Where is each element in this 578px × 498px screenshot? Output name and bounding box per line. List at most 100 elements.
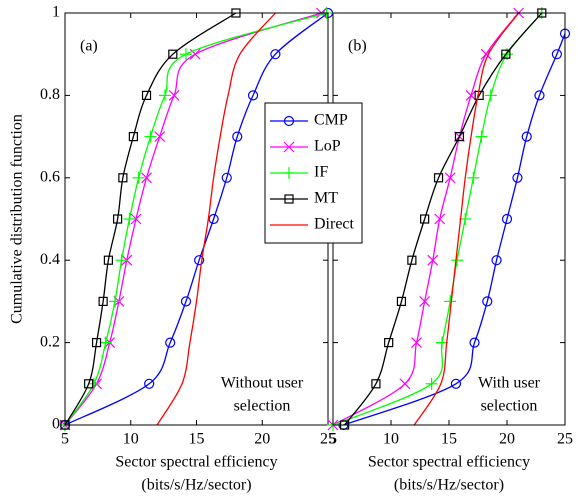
- x-axis-label: (bits/s/Hz/sector): [394, 477, 504, 494]
- legend-label: IF: [314, 164, 328, 181]
- line: [64, 12, 329, 426]
- marker-shape: [411, 337, 422, 349]
- marker-shape: [521, 131, 532, 142]
- marker: [434, 213, 446, 225]
- y-tick-label: 1: [52, 4, 60, 21]
- marker: [451, 254, 464, 267]
- marker-shape: [512, 172, 523, 183]
- marker-shape: [130, 213, 142, 225]
- marker: [501, 213, 513, 225]
- x-tick-label: 15: [441, 431, 457, 448]
- marker: [469, 337, 480, 348]
- annotation: selection: [234, 398, 291, 415]
- marker-shape: [221, 172, 232, 183]
- marker-shape: [91, 338, 102, 348]
- marker: [168, 49, 178, 59]
- y-axis-label: Cumulative distribution function: [9, 114, 26, 324]
- marker: [521, 131, 532, 142]
- marker: [154, 131, 166, 143]
- marker: [84, 379, 94, 389]
- legend: CMP LoP IF MT Direct: [264, 102, 363, 244]
- marker-shape: [283, 115, 295, 127]
- marker: [283, 167, 295, 179]
- marker: [128, 132, 138, 142]
- marker-shape: [450, 378, 462, 389]
- marker-shape: [434, 213, 446, 225]
- marker: [123, 213, 136, 225]
- marker-shape: [232, 131, 243, 142]
- marker: [475, 130, 488, 143]
- marker: [384, 338, 394, 348]
- marker: [444, 295, 457, 308]
- marker: [132, 171, 145, 184]
- marker-shape: [180, 296, 192, 307]
- marker: [411, 337, 422, 349]
- marker: [433, 173, 444, 183]
- line: [64, 12, 322, 426]
- marker: [221, 172, 232, 183]
- y-tick-label: 0.8: [40, 86, 60, 103]
- marker: [91, 338, 102, 348]
- marker-shape: [98, 296, 108, 306]
- marker: [168, 89, 180, 101]
- marker: [103, 255, 113, 265]
- marker-shape: [270, 49, 281, 60]
- marker: [396, 296, 407, 306]
- marker: [112, 214, 123, 224]
- marker: [144, 130, 157, 143]
- marker-shape: [168, 89, 180, 101]
- marker-shape: [534, 90, 545, 101]
- marker: [208, 213, 219, 225]
- marker: [450, 378, 462, 389]
- marker: [115, 254, 128, 267]
- marker: [141, 90, 152, 101]
- marker-shape: [407, 255, 417, 265]
- marker: [427, 254, 439, 266]
- marker: [501, 49, 511, 59]
- plot-frame: [332, 12, 566, 426]
- marker-shape: [396, 296, 407, 306]
- line: [64, 12, 237, 426]
- marker: [551, 49, 562, 60]
- annotation: selection: [481, 398, 538, 415]
- y-tick-label: 0.4: [40, 251, 60, 268]
- legend-label: Direct: [314, 216, 355, 233]
- y-tick-label: 0.6: [40, 168, 60, 185]
- marker: [99, 336, 112, 349]
- x-axis-label: Sector spectral efficiency: [115, 454, 277, 471]
- marker-shape: [444, 172, 456, 184]
- x-tick-label: 5: [329, 431, 337, 448]
- marker-shape: [491, 255, 502, 266]
- marker-shape: [84, 379, 94, 389]
- marker: [420, 214, 430, 224]
- legend-label: LoP: [314, 138, 341, 155]
- marker: [232, 131, 243, 142]
- marker-shape: [427, 254, 439, 266]
- annotation: With user: [478, 375, 541, 392]
- x-tick-label: 25: [557, 431, 573, 448]
- marker-shape: [465, 89, 477, 101]
- marker: [512, 172, 523, 183]
- marker-shape: [371, 379, 381, 389]
- marker-shape: [501, 213, 513, 225]
- marker-shape: [128, 132, 138, 142]
- marker-shape: [141, 172, 152, 184]
- marker-shape: [551, 49, 562, 60]
- marker: [491, 255, 502, 266]
- marker-shape: [433, 173, 444, 183]
- x-tick-label: 20: [254, 431, 270, 448]
- marker-shape: [247, 90, 259, 101]
- marker: [467, 171, 480, 184]
- line: [332, 12, 543, 426]
- marker: [130, 213, 142, 225]
- marker: [118, 173, 128, 183]
- line: [413, 12, 520, 426]
- marker-shape: [501, 49, 511, 59]
- x-axis-label: Sector spectral efficiency: [368, 454, 530, 471]
- marker: [141, 172, 152, 184]
- marker: [371, 379, 381, 389]
- line: [343, 33, 566, 426]
- marker: [465, 89, 477, 101]
